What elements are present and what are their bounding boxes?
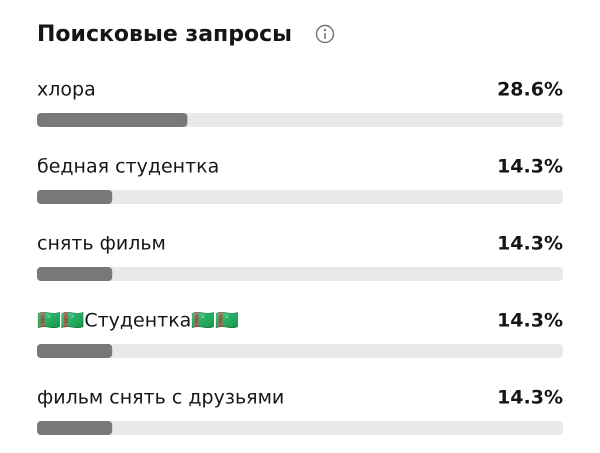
bar: [37, 267, 113, 281]
query-percent: 14.3%: [497, 233, 563, 255]
query-label: хлора: [37, 79, 96, 101]
query-label: 🇹🇲🇹🇲Студентка🇹🇲🇹🇲: [37, 310, 239, 332]
bar: [37, 344, 113, 358]
query-label: снять фильм: [37, 233, 166, 255]
query-percent: 28.6%: [497, 79, 563, 101]
bar: [37, 190, 113, 204]
query-label: бедная студентка: [37, 156, 219, 178]
info-icon-dot[interactable]: [323, 28, 327, 32]
query-percent: 14.3%: [497, 387, 563, 409]
query-label: фильм снять с друзьями: [37, 387, 284, 409]
bar-track: [37, 190, 563, 204]
query-percent: 14.3%: [497, 310, 563, 332]
bar: [37, 113, 188, 127]
bar-track: [37, 267, 563, 281]
info-icon-circle[interactable]: [315, 24, 335, 44]
info-icon[interactable]: [315, 24, 335, 44]
bar-track: [37, 421, 563, 435]
bar-track: [37, 344, 563, 358]
query-percent: 14.3%: [497, 156, 563, 178]
bar: [37, 421, 113, 435]
panel-title: Поисковые запросы: [37, 22, 292, 47]
